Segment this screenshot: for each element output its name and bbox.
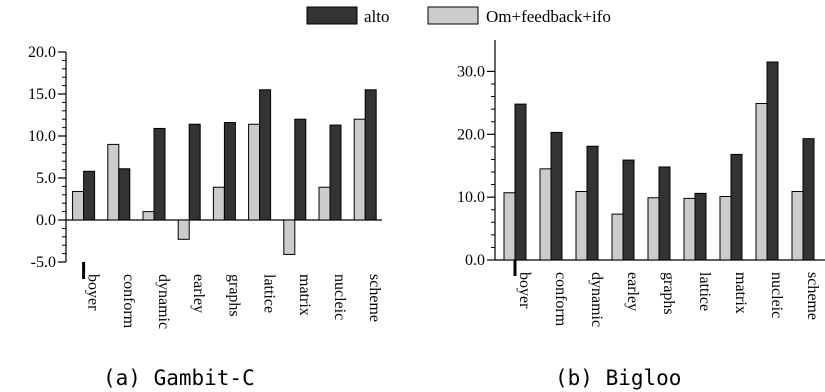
legend-label-om-feedback-ifo: Om+feedback+ifo (486, 7, 611, 26)
bar-scheme-om-feedback-ifo (353, 118, 366, 221)
x-tick-label: graphs (660, 272, 677, 315)
bar-graphs-alto (658, 166, 671, 261)
x-tick-label: earley (624, 272, 641, 311)
bar-conform-om-feedback-ifo (107, 143, 120, 221)
y-tick-label: 10.0 (28, 128, 56, 145)
bar-lattice-alto (694, 192, 707, 261)
x-tick-label: lattice (261, 274, 278, 313)
x-tick-label: nucleic (331, 274, 348, 320)
x-tick-label: earley (190, 274, 207, 313)
x-tick-label: scheme (804, 272, 821, 320)
bar-earley-om-feedback-ifo (177, 219, 190, 240)
bar-dynamic-alto (586, 145, 599, 261)
x-tick-label: matrix (732, 272, 749, 314)
x-tick-label: matrix (296, 274, 313, 316)
y-tick-label: 20.0 (28, 44, 56, 61)
bar-earley-om-feedback-ifo (611, 213, 624, 261)
bar-graphs-om-feedback-ifo (212, 186, 225, 221)
y-tick-label: 20.0 (457, 126, 485, 143)
bar-lattice-om-feedback-ifo (248, 123, 261, 221)
bar-boyer-om-feedback-ifo (503, 192, 516, 261)
bar-earley-alto (622, 159, 635, 261)
x-tick-label: conform (120, 274, 137, 329)
y-tick-label: 0.0 (36, 212, 56, 229)
x-tick-label: graphs (225, 274, 242, 317)
bar-graphs-om-feedback-ifo (647, 197, 660, 261)
bar-boyer-alto (514, 103, 527, 261)
bar-lattice-alto (259, 89, 272, 221)
legend-swatch-alto (306, 6, 358, 25)
bar-dynamic-om-feedback-ifo (142, 211, 155, 221)
y-tick-label: 0.0 (465, 252, 485, 269)
bar-scheme-alto (364, 89, 377, 221)
bar-nucleic-alto (329, 124, 342, 221)
bar-matrix-om-feedback-ifo (283, 219, 296, 255)
x-tick-label: dynamic (155, 274, 172, 329)
caption-bigloo: (b) Bigloo (555, 366, 681, 390)
x-tick-label: boyer (85, 274, 102, 311)
bar-earley-alto (188, 123, 201, 221)
x-tick-label: scheme (366, 274, 383, 322)
bar-lattice-om-feedback-ifo (683, 197, 696, 261)
x-tick-label: boyer (516, 272, 533, 309)
bar-matrix-alto (730, 153, 743, 261)
y-tick-label: 5.0 (36, 170, 56, 187)
bar-conform-alto (550, 131, 563, 261)
caption-gambit-c: (a) Gambit-C (103, 366, 255, 390)
x-tick-label: dynamic (588, 272, 605, 327)
bar-scheme-om-feedback-ifo (791, 190, 804, 261)
bar-nucleic-om-feedback-ifo (318, 186, 331, 221)
bar-dynamic-om-feedback-ifo (575, 190, 588, 261)
bar-dynamic-alto (153, 127, 166, 221)
bar-scheme-alto (802, 138, 815, 261)
bar-matrix-alto (294, 118, 307, 221)
legend-label-alto: alto (364, 7, 390, 26)
bar-boyer-om-feedback-ifo (72, 190, 85, 221)
x-tick-label: nucleic (768, 272, 785, 318)
bar-nucleic-alto (766, 61, 779, 261)
legend: alto Om+feedback+ifo (306, 6, 611, 26)
bar-conform-om-feedback-ifo (539, 168, 552, 261)
chart-bigloo: 0.0 10.0 20.0 30.0 boyer conform dynamic earley… (457, 40, 825, 327)
bar-boyer-alto (83, 170, 96, 221)
bar-graphs-alto (223, 122, 236, 221)
bar-nucleic-om-feedback-ifo (755, 102, 768, 261)
y-tick-label: 30.0 (457, 63, 485, 80)
bar-conform-alto (118, 168, 131, 221)
bar-matrix-om-feedback-ifo (719, 196, 732, 261)
x-tick-label: conform (552, 272, 569, 327)
chart-gambit-c: -5.0 0.0 5.0 10.0 15.0 20.0 boyer conform dynami… (28, 44, 383, 329)
x-tick-label: lattice (696, 272, 713, 311)
legend-swatch-om-feedback-ifo (427, 6, 479, 25)
y-tick-label: 10.0 (457, 189, 485, 206)
y-tick-label: 15.0 (28, 86, 56, 103)
y-tick-label: -5.0 (31, 254, 56, 271)
